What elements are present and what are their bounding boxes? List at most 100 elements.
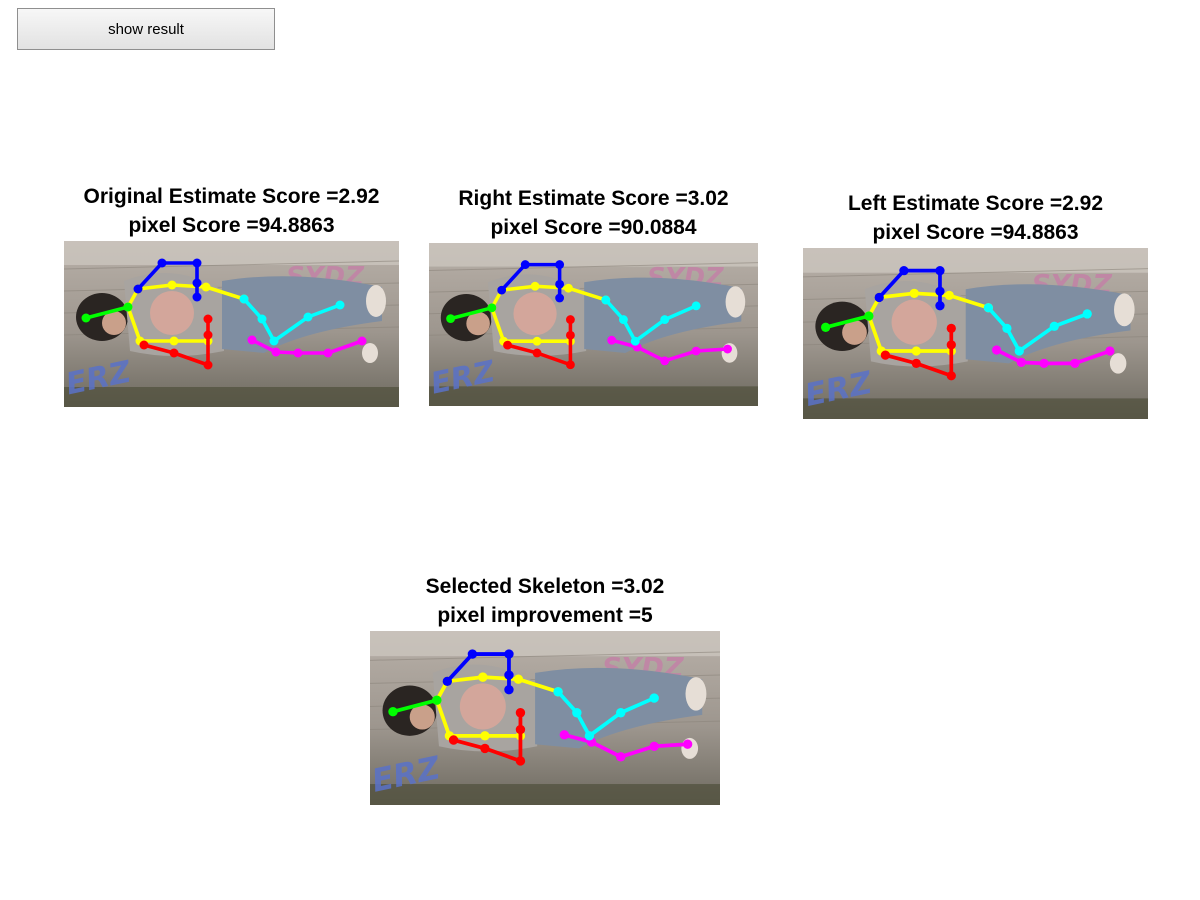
skeleton-left-leg-joint [584, 731, 595, 741]
person-jeans [965, 284, 1131, 364]
skeleton-right-arm-joint [203, 314, 213, 324]
skeleton-left-arm-joint [388, 707, 398, 717]
skeleton-right-leg-joint [607, 335, 617, 345]
skeleton-left-arm-joint [821, 322, 831, 332]
skeleton-left-leg-joint [1014, 346, 1024, 356]
skeleton-left-arm-joint [432, 695, 442, 705]
skeleton-head-joint [555, 260, 565, 270]
skeleton-left-arm-line [450, 306, 493, 321]
skeleton-right-leg [607, 335, 732, 366]
skeleton-right-arm-joint [480, 743, 490, 754]
ground-foliage [370, 784, 720, 805]
skeleton-head [497, 260, 565, 303]
skeleton-right-arm-joint [566, 360, 575, 370]
stair-edge [64, 260, 399, 270]
person-jeans [535, 667, 703, 749]
skeleton-head-joint [442, 676, 453, 687]
right-estimate-score: Right Estimate Score =3.02 [458, 187, 729, 210]
skeleton-head-joint [935, 266, 945, 276]
flower-bouquet [150, 291, 194, 335]
skeleton-left-leg-joint [660, 315, 670, 325]
skeleton-head [133, 258, 202, 302]
skeleton-left-arm [388, 695, 442, 717]
original-estimate-score: Original Estimate Score =2.92 [83, 185, 380, 208]
skeleton-right-leg-joint [616, 752, 626, 762]
skeleton-left-leg [601, 295, 701, 346]
skeleton-left-leg-joint [630, 336, 640, 346]
skeleton-right-leg-joint [1016, 357, 1026, 367]
skeleton-head-joint [192, 292, 202, 302]
skeleton-torso-upper-joint [530, 281, 540, 291]
skeleton-left-leg [239, 294, 345, 346]
skeleton-left-arm-joint [864, 311, 874, 321]
skeleton-head-joint [504, 670, 514, 680]
skeleton-right-leg-joint [559, 730, 570, 740]
skeleton-left-arm-joint [123, 302, 133, 312]
skeleton-right-arm-joint [946, 371, 956, 381]
skeleton-torso-upper-joint [564, 283, 573, 293]
skeleton-right-leg-joint [271, 347, 281, 357]
show-result-button[interactable]: show result [17, 8, 275, 50]
person-face [409, 704, 435, 730]
skeleton-left-arm-joint [446, 314, 456, 324]
ground-foliage [429, 386, 758, 406]
skeleton-torso-lower-joint [911, 346, 921, 356]
skeleton-right-leg-joint [247, 335, 257, 345]
skeleton-right-leg [559, 730, 693, 762]
skeleton-left-arm-joint [81, 313, 91, 323]
skeleton-right-leg-joint [991, 345, 1002, 355]
skeleton-right-arm-joint [515, 708, 526, 718]
skeleton-left-arm-line [392, 698, 438, 714]
skeleton-right-arm [880, 323, 956, 381]
skeleton-right-arm-joint [946, 323, 956, 333]
skeleton-left-arm [821, 311, 874, 332]
skeleton-left-leg-joint [303, 312, 313, 322]
skeleton-head-joint [520, 260, 530, 270]
person-shoe [1114, 293, 1135, 327]
skeleton-left-leg-joint [649, 693, 659, 703]
stair-edge [803, 268, 1148, 278]
skeleton-torso-upper-line [137, 283, 245, 301]
skeleton-right-arm-joint [515, 724, 526, 735]
skeleton-right-leg-joint [1105, 346, 1115, 356]
stair-edge [370, 651, 720, 661]
skeleton-left-arm-line [825, 314, 870, 330]
skeleton-left-leg-joint [1082, 309, 1092, 319]
skeleton-right-leg-joint [682, 739, 693, 749]
skeleton-head-joint [157, 258, 167, 268]
skeleton-head-joint [497, 285, 507, 295]
skeleton-head-joint [504, 649, 514, 659]
skeleton-head-joint [555, 279, 565, 289]
person-shoe [1109, 353, 1127, 374]
skeleton-head [874, 266, 945, 311]
skeleton-torso-upper-joint [909, 288, 919, 298]
selected-skeleton-score: Selected Skeleton =3.02 [425, 575, 665, 598]
skeleton-right-arm-joint [503, 340, 512, 350]
right-estimate-title: Right Estimate Score =3.02 pixel Score =… [429, 184, 758, 242]
person-jeans [222, 276, 382, 353]
person-face [842, 320, 867, 345]
skeleton-right-arm [448, 708, 526, 766]
flower-bouquet [891, 299, 937, 345]
skeleton-left-leg-joint [335, 300, 345, 310]
skeleton-right-arm-joint [203, 360, 213, 370]
skeleton-left-arm [446, 303, 497, 324]
skeleton-head-joint [192, 258, 202, 268]
skeleton-right-arm-joint [946, 340, 956, 350]
skeleton-left-arm-line [85, 305, 129, 320]
original-pixel-score: pixel Score =94.8863 [128, 214, 335, 237]
skeleton-torso-lower-joint [169, 336, 179, 346]
skeleton-left-arm [81, 302, 133, 323]
skeleton-head-joint [133, 284, 143, 294]
skeleton-right-arm-joint [139, 340, 149, 350]
wall-band [370, 631, 720, 657]
person-shoe [725, 286, 746, 318]
skeleton-head-joint [192, 278, 202, 288]
skeleton-left-arm-joint [487, 303, 497, 313]
skeleton-head-joint [935, 286, 945, 296]
skeleton-torso-upper-joint [167, 280, 177, 290]
skeleton-right-leg-joint [1070, 358, 1080, 369]
